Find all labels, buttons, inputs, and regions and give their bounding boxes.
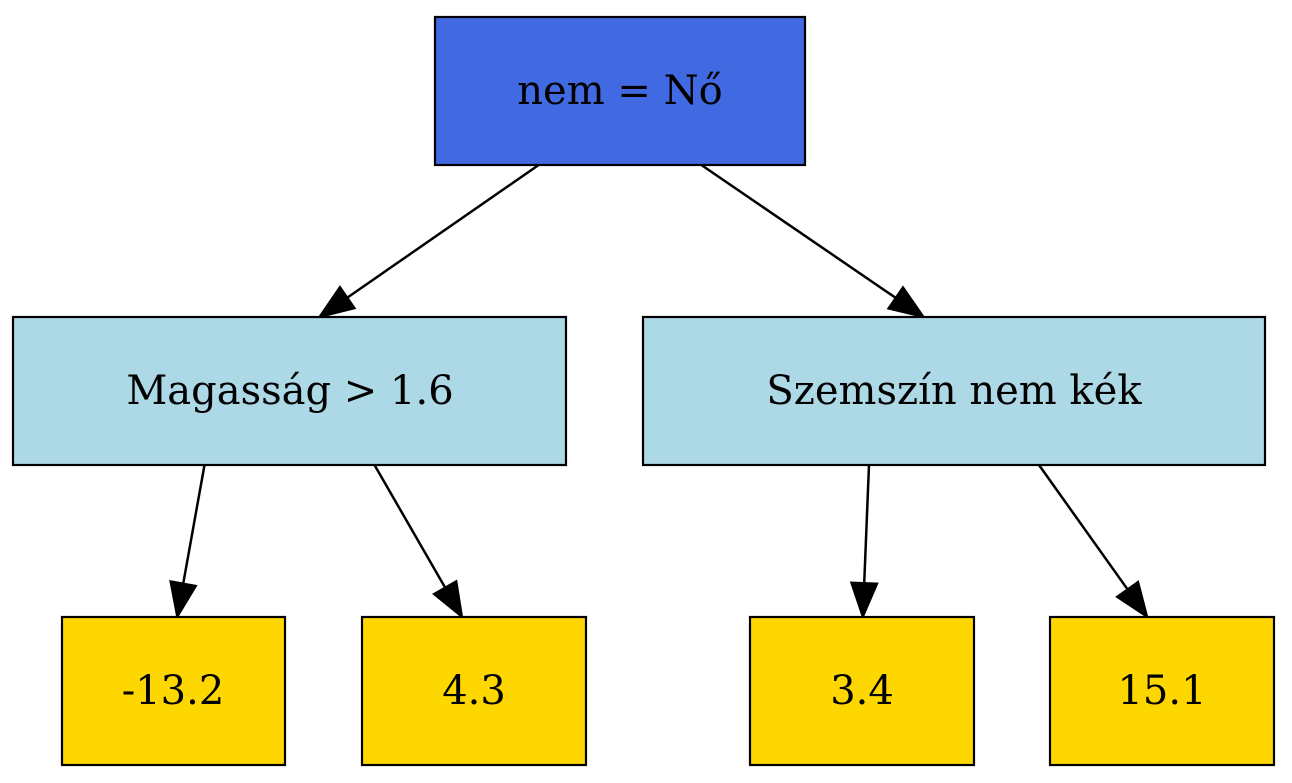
arrowhead-icon <box>849 581 879 620</box>
split-node-right-label: Szemszín nem kék <box>766 368 1142 414</box>
leaf-node-3: 3.4 <box>748 615 976 767</box>
leaf-node-2-value: 4.3 <box>442 668 506 714</box>
split-node-left: Magasság > 1.6 <box>11 315 568 467</box>
arrowhead-icon <box>1115 580 1149 620</box>
edge-left-split-to-leaf-1 <box>169 464 206 620</box>
leaf-node-4-box <box>1048 615 1276 767</box>
root-node-label: nem = Nő <box>517 68 722 114</box>
leaf-node-2-box <box>360 615 588 767</box>
edge-line <box>862 464 871 584</box>
edge-root-to-left-split <box>317 163 540 319</box>
arrowhead-icon <box>432 579 464 620</box>
leaf-node-1: -13.2 <box>60 615 287 767</box>
arrowhead-icon <box>886 285 926 319</box>
leaf-node-1-value: -13.2 <box>122 668 225 714</box>
split-node-left-box <box>11 315 568 467</box>
leaf-node-4: 15.1 <box>1048 615 1276 767</box>
root-node: nem = Nő <box>433 15 807 167</box>
edge-left-split-to-leaf-2 <box>373 464 464 620</box>
leaf-node-3-value: 3.4 <box>830 668 894 714</box>
split-node-left-label: Magasság > 1.6 <box>126 368 453 414</box>
root-node-box <box>433 15 807 167</box>
edge-right-split-to-leaf-4 <box>1037 464 1149 620</box>
leaf-node-1-box <box>60 615 287 767</box>
leaf-node-3-box <box>748 615 976 767</box>
edge-line <box>373 464 447 589</box>
arrowhead-icon <box>317 285 357 319</box>
edge-line <box>181 464 206 584</box>
split-node-right-box <box>641 315 1267 467</box>
edge-root-to-right-split <box>700 163 926 319</box>
edge-line <box>346 163 540 299</box>
nodes-layer: nem = Nő Magasság > 1.6 Szemszín nem kék… <box>11 15 1276 767</box>
edge-right-split-to-leaf-3 <box>849 464 879 620</box>
leaf-node-4-value: 15.1 <box>1117 668 1206 714</box>
arrowhead-icon <box>169 579 198 620</box>
leaf-node-2: 4.3 <box>360 615 588 767</box>
edge-line <box>1037 464 1129 591</box>
edges-layer <box>169 163 1149 620</box>
split-node-right: Szemszín nem kék <box>641 315 1267 467</box>
edge-line <box>700 163 897 299</box>
